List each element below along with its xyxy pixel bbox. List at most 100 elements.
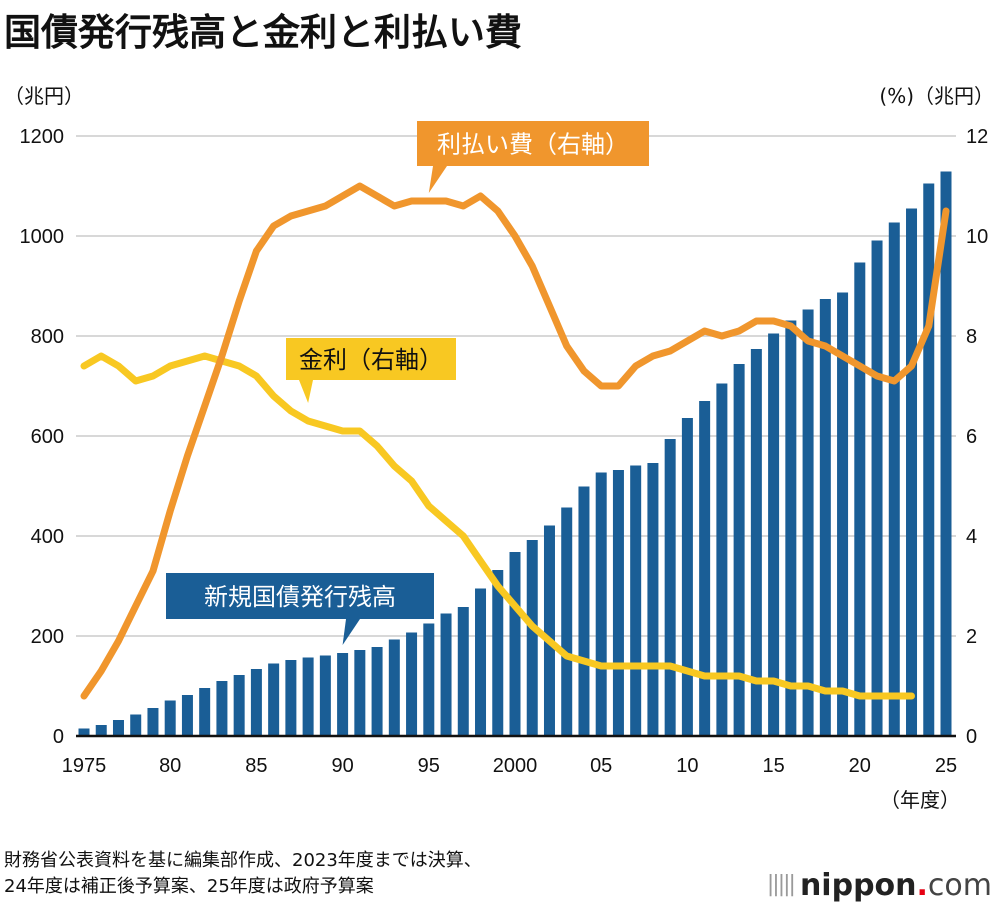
bar bbox=[406, 632, 418, 736]
source-note: 財務省公表資料を基に編集部作成、2023年度までは決算、 24年度は補正後予算案… bbox=[4, 848, 482, 900]
bar bbox=[475, 588, 487, 736]
x-tick-label: 80 bbox=[159, 755, 181, 777]
interest-rate-callout: 金利（右軸） bbox=[286, 338, 456, 403]
left-y-axis: 0 200 400 600 800 1000 1200 bbox=[20, 126, 65, 748]
left-axis-unit: （兆円） bbox=[4, 84, 84, 108]
bar bbox=[492, 570, 504, 736]
interest-rate-callout-pointer bbox=[299, 380, 313, 403]
left-y-tick-label: 0 bbox=[53, 726, 64, 748]
bar bbox=[802, 309, 814, 736]
right-y-tick-label: 6 bbox=[966, 426, 977, 448]
bar bbox=[233, 675, 245, 736]
bar bbox=[819, 299, 831, 736]
bar bbox=[854, 262, 866, 736]
x-tick-label: 20 bbox=[849, 755, 871, 777]
bar bbox=[268, 663, 280, 736]
bar bbox=[526, 540, 538, 736]
nippon-logo: ||||| nippon.com bbox=[767, 868, 992, 903]
bar bbox=[78, 728, 90, 736]
bar bbox=[509, 552, 521, 736]
bond-balance-callout-pointer bbox=[342, 619, 360, 645]
x-tick-label: 1975 bbox=[62, 755, 107, 777]
bar bbox=[681, 418, 693, 736]
bar bbox=[423, 623, 435, 736]
right-y-axis: 0 2 4 6 8 10 12 bbox=[966, 126, 988, 748]
bar bbox=[250, 669, 262, 736]
logo-dot: . bbox=[916, 868, 928, 903]
right-y-tick-label: 8 bbox=[966, 326, 977, 348]
bar bbox=[578, 486, 590, 736]
logo-tld: com bbox=[927, 868, 992, 903]
left-y-tick-label: 1000 bbox=[20, 226, 65, 248]
chart-title: 国債発行残高と金利と利払い費 bbox=[4, 11, 522, 54]
x-tick-label: 15 bbox=[762, 755, 784, 777]
right-y-tick-label: 2 bbox=[966, 626, 977, 648]
interest-payment-callout-box bbox=[417, 121, 649, 166]
bar bbox=[95, 725, 107, 736]
interest-payment-line bbox=[80, 182, 950, 700]
bar bbox=[302, 657, 314, 736]
interest-rate-callout-label: 金利（右軸） bbox=[299, 346, 443, 374]
bar bbox=[595, 472, 607, 736]
interest-rate-callout-box bbox=[286, 338, 456, 380]
bar bbox=[112, 720, 124, 736]
bar bbox=[130, 714, 142, 736]
x-tick-label: 90 bbox=[331, 755, 353, 777]
right-y-tick-label: 0 bbox=[966, 726, 977, 748]
bar bbox=[147, 708, 159, 736]
bar bbox=[647, 463, 659, 736]
bar bbox=[285, 660, 297, 736]
bar bbox=[440, 613, 452, 736]
left-y-tick-label: 1200 bbox=[20, 126, 65, 148]
bar bbox=[337, 653, 349, 736]
bar bbox=[716, 383, 728, 736]
bar bbox=[543, 525, 555, 736]
line-series bbox=[80, 182, 950, 700]
bond-balance-callout-box bbox=[166, 573, 434, 619]
bar bbox=[664, 439, 676, 736]
interest-payment-callout: 利払い費（右軸） bbox=[417, 121, 649, 193]
logo-bars-icon: ||||| bbox=[766, 872, 796, 897]
left-y-tick-label: 400 bbox=[31, 526, 64, 548]
bar-series bbox=[78, 171, 952, 736]
bar bbox=[940, 171, 952, 736]
bar bbox=[561, 507, 573, 736]
source-line-2: 24年度は補正後予算案、25年度は政府予算案 bbox=[4, 876, 374, 897]
bar bbox=[319, 655, 331, 736]
left-y-tick-label: 200 bbox=[31, 626, 64, 648]
bar bbox=[906, 208, 918, 736]
bar bbox=[388, 639, 400, 736]
source-line-1: 財務省公表資料を基に編集部作成、2023年度までは決算、 bbox=[4, 850, 482, 871]
bar bbox=[750, 349, 762, 736]
bond-balance-callout: 新規国債発行残高 bbox=[166, 573, 434, 645]
bar bbox=[630, 465, 642, 736]
bar bbox=[837, 292, 849, 736]
bar bbox=[164, 700, 176, 736]
x-tick-label: 85 bbox=[245, 755, 267, 777]
bar bbox=[612, 470, 624, 736]
bar bbox=[216, 681, 228, 736]
right-axis-unit: (%)（兆円） bbox=[879, 84, 994, 108]
bar bbox=[181, 695, 193, 736]
right-y-tick-label: 4 bbox=[966, 526, 977, 548]
left-y-tick-label: 800 bbox=[31, 326, 64, 348]
bar bbox=[354, 650, 366, 736]
interest-payment-callout-pointer bbox=[428, 166, 447, 193]
x-axis: 1975 80 85 90 95 2000 05 10 15 20 25 bbox=[62, 755, 957, 777]
right-y-tick-label: 10 bbox=[966, 226, 988, 248]
bar bbox=[923, 183, 935, 736]
bar bbox=[199, 688, 211, 736]
bar bbox=[785, 320, 797, 736]
bar bbox=[871, 240, 883, 736]
left-y-tick-label: 600 bbox=[31, 426, 64, 448]
x-tick-label: 10 bbox=[676, 755, 698, 777]
interest-payment-callout-label: 利払い費（右軸） bbox=[437, 131, 629, 159]
logo-name: nippon bbox=[799, 868, 917, 903]
x-tick-label: 25 bbox=[935, 755, 957, 777]
right-y-tick-label: 12 bbox=[966, 126, 988, 148]
x-tick-label: 2000 bbox=[493, 755, 538, 777]
bar bbox=[699, 401, 711, 736]
callouts: 利払い費（右軸） 金利（右軸） 新規国債発行残高 bbox=[166, 121, 649, 645]
bar bbox=[371, 647, 383, 736]
